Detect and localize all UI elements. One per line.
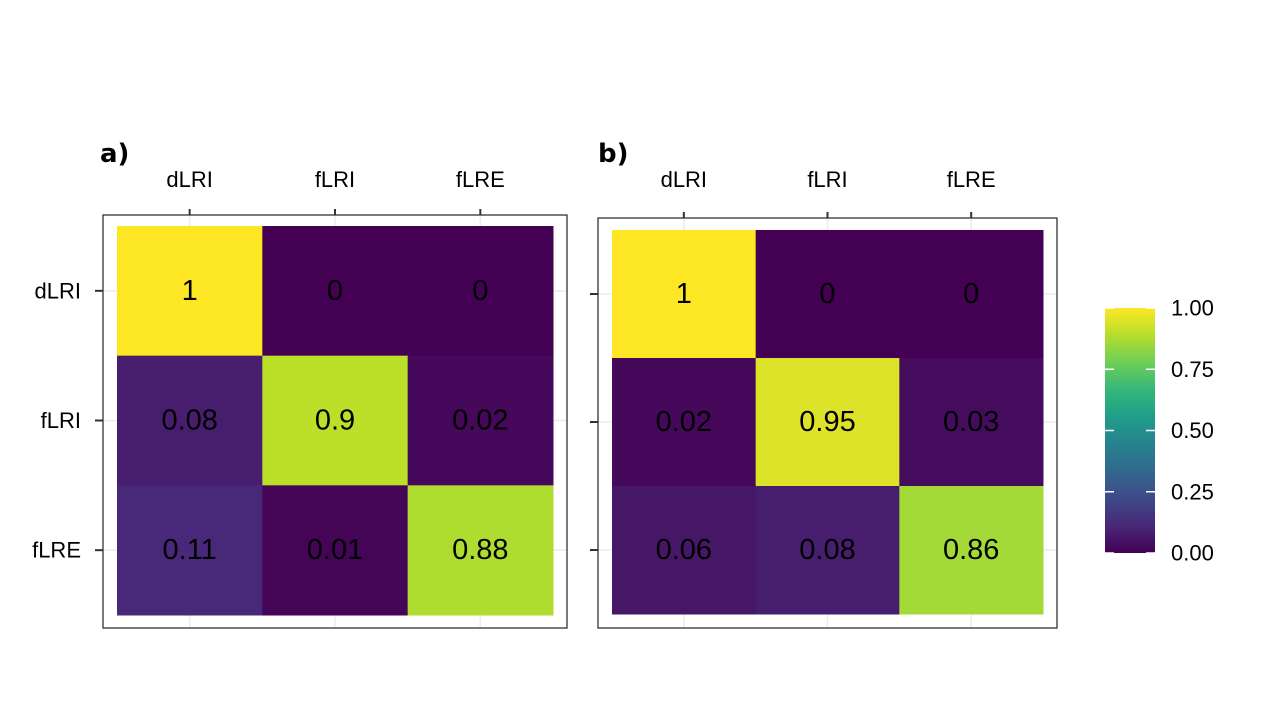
x-tick-label: fLRE xyxy=(456,167,505,192)
colorbar-tick-label: 1.00 xyxy=(1171,296,1214,321)
panel-b-tag: b) xyxy=(598,139,629,169)
cell-value-label: 0.88 xyxy=(452,534,508,566)
cell-value-label: 0.02 xyxy=(656,406,712,438)
cell-value-label: 0 xyxy=(327,275,343,307)
heatmap-cell xyxy=(407,485,554,616)
colorbar-tick-label: 0.75 xyxy=(1171,357,1214,382)
heatmap-cell xyxy=(755,486,900,615)
x-tick-label: fLRI xyxy=(807,167,847,192)
cell-value-label: 0.9 xyxy=(315,405,355,437)
heatmap-cell xyxy=(612,358,757,487)
cell-value-label: 1 xyxy=(676,278,692,310)
y-tick-label: dLRI xyxy=(35,278,81,303)
heatmap-cell xyxy=(407,226,554,357)
heatmap-cell xyxy=(117,226,263,357)
colorbar-tick-label: 0.50 xyxy=(1171,418,1214,443)
cell-value-label: 0.08 xyxy=(799,534,855,566)
heatmap-cell xyxy=(612,486,757,615)
colorbar-legend: 0.00 0.25 0.50 0.75 1.00 xyxy=(1105,296,1214,566)
heatmap-cell xyxy=(262,485,409,616)
cell-value-label: 0.11 xyxy=(163,534,217,566)
heatmap-cell xyxy=(899,358,1044,487)
heatmap-cell xyxy=(612,230,757,359)
y-tick-label: fLRI xyxy=(41,408,81,433)
cell-value-label: 0.02 xyxy=(452,405,508,437)
cell-value-label: 0.01 xyxy=(307,534,363,566)
cell-value-label: 0.86 xyxy=(943,534,999,566)
x-tick-label: dLRI xyxy=(661,167,707,192)
heatmap-cell xyxy=(899,486,1044,615)
heatmap-cell xyxy=(262,226,409,357)
cell-value-label: 0.95 xyxy=(799,406,855,438)
cell-value-label: 1 xyxy=(182,275,198,307)
cell-value-label: 0 xyxy=(963,278,979,310)
panel-a: 1 0 0 0.08 0.9 0.02 0.11 0.01 0.88 dLRI fLRI fLRE dL… xyxy=(32,167,568,629)
y-tick-label: fLRE xyxy=(32,538,81,563)
heatmap-cell xyxy=(262,355,409,486)
panel-b: 1 0 0 0.02 0.95 0.03 0.06 0.08 0.86 dLRI fLRI fLRE xyxy=(590,167,1058,629)
heatmap-cell xyxy=(407,355,554,486)
cell-value-label: 0 xyxy=(472,275,488,307)
x-tick-label: dLRI xyxy=(166,167,212,192)
heatmap-cell xyxy=(899,230,1044,359)
x-tick-label: fLRI xyxy=(315,167,355,192)
heatmap-cell xyxy=(755,358,900,487)
cell-value-label: 0.03 xyxy=(943,406,999,438)
heatmap-cell xyxy=(755,230,900,359)
cell-value-label: 0 xyxy=(819,278,835,310)
colorbar-tick-label: 0.25 xyxy=(1171,479,1214,504)
colorbar-tick-label: 0.00 xyxy=(1171,541,1214,566)
x-tick-label: fLRE xyxy=(947,167,996,192)
heatmap-cell xyxy=(117,485,263,616)
panel-a-tag: a) xyxy=(100,139,130,169)
cell-value-label: 0.06 xyxy=(656,534,712,566)
heatmap-cell xyxy=(117,355,263,486)
cell-value-label: 0.08 xyxy=(161,405,217,437)
